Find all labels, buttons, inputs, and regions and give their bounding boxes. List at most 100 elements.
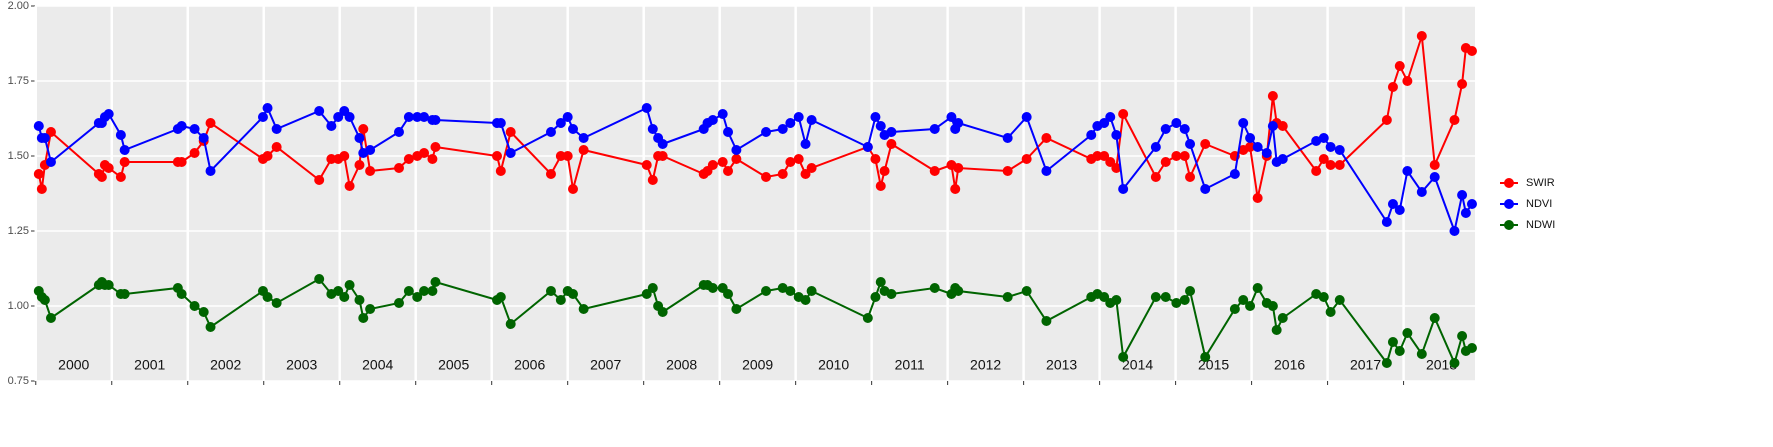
data-point <box>1118 109 1129 119</box>
data-point <box>1185 139 1196 149</box>
data-point <box>731 304 742 314</box>
data-point <box>731 154 742 164</box>
data-point <box>717 109 728 119</box>
data-point <box>1021 286 1032 296</box>
data-point <box>1200 184 1211 194</box>
data-point <box>953 286 964 296</box>
data-point <box>403 154 414 164</box>
data-point <box>929 283 940 293</box>
data-point <box>879 166 890 176</box>
data-point <box>1387 82 1398 92</box>
data-point <box>314 175 325 185</box>
data-point <box>36 184 47 194</box>
data-point <box>1171 118 1182 128</box>
data-point <box>262 292 273 302</box>
data-point <box>1252 283 1263 293</box>
data-point <box>1171 298 1182 308</box>
data-point <box>1185 172 1196 182</box>
data-point <box>793 154 804 164</box>
data-point <box>1394 61 1405 71</box>
data-point <box>1105 112 1116 122</box>
data-point <box>333 286 344 296</box>
data-point <box>365 166 376 176</box>
data-point <box>205 166 216 176</box>
data-point <box>1381 358 1392 368</box>
data-point <box>1267 121 1278 131</box>
data-point <box>777 169 788 179</box>
data-point <box>886 289 897 299</box>
data-point <box>785 286 796 296</box>
data-point <box>806 163 817 173</box>
data-point <box>403 286 414 296</box>
data-point <box>568 124 579 134</box>
y-tick-label: 1.25 <box>8 225 29 237</box>
data-point <box>761 286 772 296</box>
data-point <box>1238 295 1249 305</box>
data-point <box>205 322 216 332</box>
legend-marker <box>1504 220 1514 230</box>
year-label: 2013 <box>1046 357 1077 373</box>
data-point <box>262 151 273 161</box>
data-point <box>568 184 579 194</box>
data-point <box>731 145 742 155</box>
data-point <box>1171 151 1182 161</box>
data-point <box>785 118 796 128</box>
data-point <box>555 295 566 305</box>
data-point <box>1229 169 1240 179</box>
data-point <box>929 166 940 176</box>
data-point <box>393 298 404 308</box>
data-point <box>707 160 718 170</box>
data-point <box>176 121 187 131</box>
data-point <box>354 295 365 305</box>
data-point <box>1179 151 1190 161</box>
data-point <box>119 145 130 155</box>
data-point <box>115 172 126 182</box>
data-point <box>1245 142 1256 152</box>
data-point <box>39 133 50 143</box>
data-point <box>1449 226 1460 236</box>
data-point <box>45 313 56 323</box>
data-point <box>886 127 897 137</box>
data-point <box>1449 358 1460 368</box>
data-point <box>1271 325 1282 335</box>
data-point <box>1402 328 1413 338</box>
data-point <box>1118 184 1129 194</box>
data-point <box>862 313 873 323</box>
data-point <box>1394 205 1405 215</box>
data-point <box>1160 124 1171 134</box>
data-point <box>1429 313 1440 323</box>
data-point <box>785 157 796 167</box>
plot-panel <box>35 6 1475 381</box>
data-point <box>1200 352 1211 362</box>
year-label: 2018 <box>1426 357 1457 373</box>
y-tick-label: 1.75 <box>8 75 29 87</box>
data-point <box>1402 166 1413 176</box>
data-point <box>1466 199 1477 209</box>
data-point <box>1416 187 1427 197</box>
data-point <box>806 286 817 296</box>
data-point <box>1111 130 1122 140</box>
year-label: 2006 <box>514 357 545 373</box>
year-label: 2003 <box>286 357 317 373</box>
data-point <box>505 319 516 329</box>
data-point <box>103 163 114 173</box>
data-point <box>45 127 56 137</box>
data-point <box>176 289 187 299</box>
data-point <box>419 112 430 122</box>
data-point <box>1311 289 1322 299</box>
data-point <box>1150 142 1161 152</box>
data-point <box>545 286 556 296</box>
data-point <box>1466 343 1477 353</box>
data-point <box>929 124 940 134</box>
data-point <box>505 127 516 137</box>
data-point <box>1111 163 1122 173</box>
data-point <box>1457 190 1468 200</box>
data-point <box>1092 151 1103 161</box>
data-point <box>365 145 376 155</box>
data-point <box>189 301 200 311</box>
legend-label: NDWI <box>1526 219 1555 231</box>
data-point <box>1021 112 1032 122</box>
data-point <box>545 169 556 179</box>
data-point <box>875 121 886 131</box>
data-point <box>1086 130 1097 140</box>
